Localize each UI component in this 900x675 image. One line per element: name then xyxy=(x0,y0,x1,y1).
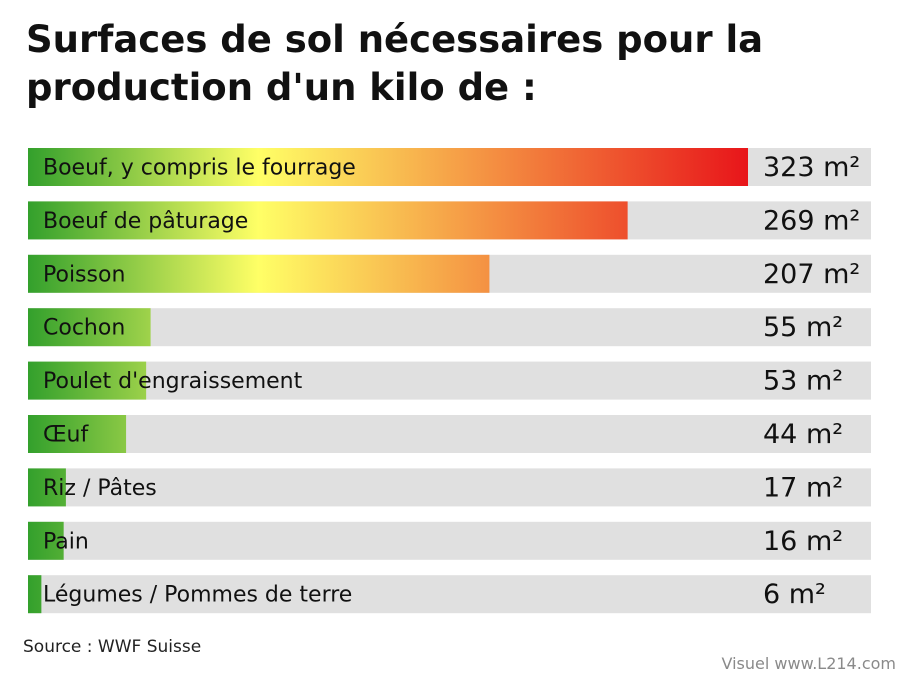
bar xyxy=(28,575,42,614)
bar-row: Boeuf de pâturage 269 m² xyxy=(28,201,871,240)
bar xyxy=(28,361,147,400)
chart-title-line-1: Surfaces de sol nécessaires pour la xyxy=(26,18,764,61)
chart-title-line-2: production d'un kilo de : xyxy=(26,66,537,109)
bar-track xyxy=(28,308,871,347)
value-label: 53 m² xyxy=(763,366,843,397)
bar-row: Œuf 44 m² xyxy=(28,415,871,453)
category-label: Boeuf de pâturage xyxy=(43,209,248,234)
bar-track xyxy=(28,468,871,507)
bar-row: Poisson 207 m² xyxy=(28,254,871,293)
bar xyxy=(28,468,66,507)
value-label: 269 m² xyxy=(763,205,860,236)
category-label: Boeuf, y compris le fourrage xyxy=(43,156,356,181)
value-label: 16 m² xyxy=(763,526,843,557)
category-label: Cochon xyxy=(43,316,125,341)
category-label: Légumes / Pommes de terre xyxy=(43,583,352,608)
category-label: Œuf xyxy=(43,423,89,448)
bar xyxy=(28,415,127,453)
bar xyxy=(28,148,748,186)
bar-track xyxy=(28,361,871,400)
value-label: 44 m² xyxy=(763,419,843,450)
bar-row: Légumes / Pommes de terre 6 m² xyxy=(28,575,871,614)
bar-row: Boeuf, y compris le fourrage 323 m² xyxy=(28,148,871,186)
value-label: 55 m² xyxy=(763,312,843,343)
category-label: Riz / Pâtes xyxy=(43,476,157,501)
bar-row: Riz / Pâtes 17 m² xyxy=(28,468,871,507)
value-label: 207 m² xyxy=(763,259,860,290)
value-label: 17 m² xyxy=(763,472,843,503)
bar xyxy=(28,201,628,240)
source-note: Source : WWF Suisse xyxy=(23,637,202,657)
bar xyxy=(28,521,64,560)
bar-track xyxy=(28,521,871,560)
bar-track xyxy=(28,415,871,453)
value-label: 323 m² xyxy=(763,152,860,183)
category-label: Pain xyxy=(43,529,89,554)
bar xyxy=(28,254,490,293)
bar-row: Poulet d'engraissement 53 m² xyxy=(28,361,871,400)
bar xyxy=(28,308,151,347)
value-label: 6 m² xyxy=(763,579,826,610)
category-label: Poisson xyxy=(43,262,125,287)
category-label: Poulet d'engraissement xyxy=(43,369,303,394)
bar-row: Cochon 55 m² xyxy=(28,308,871,347)
bar-rows: Boeuf, y compris le fourrage 323 m² Boeuf … xyxy=(28,148,871,614)
chart-title: Surfaces de sol nécessaires pour la prod… xyxy=(26,16,886,112)
bar-track xyxy=(28,575,871,614)
bar-row: Pain 16 m² xyxy=(28,521,871,560)
credit-note: Visuel www.L214.com xyxy=(721,654,896,673)
